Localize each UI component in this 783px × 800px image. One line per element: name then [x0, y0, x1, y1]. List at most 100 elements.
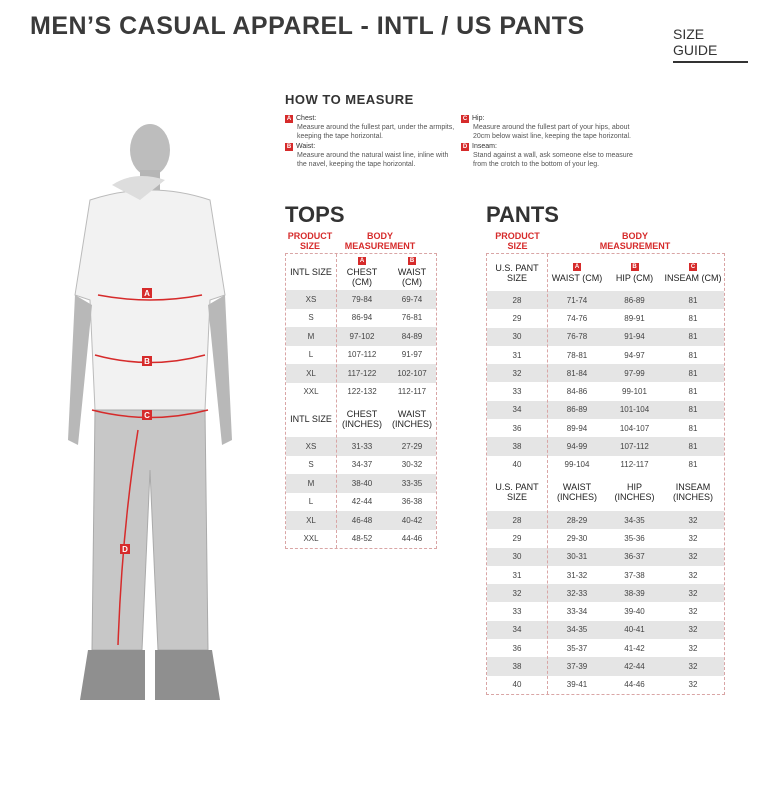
table-cell: M [307, 331, 315, 341]
table-cell: 36-38 [401, 497, 423, 507]
measure-label: Chest: [296, 115, 317, 122]
table-row: 36 89-94 104-107 81 [487, 419, 724, 437]
column-header: A WAIST (CM) [547, 262, 607, 283]
table-cell: 99-104 [564, 460, 590, 470]
table-cell: 81 [688, 313, 698, 323]
column-header: CHEST (INCHES) [336, 409, 388, 429]
table-row: 28 71-74 86-89 81 [487, 291, 724, 310]
marker-badge: A [285, 115, 293, 123]
table-cell: 36 [512, 423, 522, 433]
table-cell: 29 [512, 533, 522, 543]
table-row: XXL 122-132 112-117 [286, 383, 436, 402]
table-cell: 117-122 [347, 368, 377, 378]
table-row: XXL 48-52 44-46 [286, 530, 436, 549]
header-label: WAIST (INCHES) [557, 482, 597, 503]
table-row: 28 28-29 34-35 32 [487, 510, 724, 530]
table-cell: 33-35 [401, 478, 423, 488]
pants-heading: PANTS [486, 202, 559, 227]
table-cell: 39-41 [566, 680, 588, 690]
marker-badge: B [285, 143, 293, 151]
table-header-row: INTL SIZE A CHEST (CM) B WAIST (CM) [286, 254, 436, 290]
table-cell: 104-107 [619, 423, 650, 433]
table-cell: 38-39 [624, 588, 645, 598]
table-cell: 122-132 [347, 387, 377, 397]
table-cell: 32 [688, 625, 698, 635]
table-cell: 81 [688, 460, 698, 470]
table-cell: 32 [688, 533, 698, 543]
table-cell: 112-117 [620, 460, 649, 470]
table-cell: 32 [688, 570, 698, 580]
header-label: INTL SIZE [290, 267, 332, 277]
table-cell: 91-97 [401, 350, 423, 360]
tops-body-measurement: BODY MEASUREMENT [344, 231, 416, 251]
table-cell: 44-46 [624, 680, 645, 690]
table-cell: 32-33 [566, 588, 588, 598]
header-label: CHEST (INCHES) [342, 409, 382, 429]
column-divider [336, 254, 337, 548]
table-cell: 81-84 [566, 368, 588, 378]
header-label: INSEAM (INCHES) [673, 482, 713, 503]
table-row: S 34-37 30-32 [286, 456, 436, 475]
marker-d: D [122, 545, 128, 554]
table-cell: 34-37 [351, 460, 373, 470]
table-cell: 28 [512, 295, 522, 305]
table-cell: 40 [512, 460, 522, 470]
marker-badge: B [630, 262, 639, 271]
measure-item-a: A Chest: Measure around the fullest part, … [285, 114, 457, 141]
table-cell: 44-46 [401, 534, 423, 544]
table-cell: 86-89 [566, 405, 588, 415]
table-cell: 81 [688, 387, 698, 397]
header-label: WAIST (CM) [551, 272, 603, 283]
table-cell: 97-99 [624, 368, 645, 378]
table-cell: 81 [688, 442, 698, 452]
table-cell: 31 [512, 570, 522, 580]
table-cell: 97-102 [349, 331, 375, 341]
size-guide-label: SIZE GUIDE [673, 26, 748, 63]
table-cell: S [308, 460, 314, 470]
table-cell: 29-30 [566, 533, 588, 543]
how-to-measure-heading: HOW TO MEASURE [285, 92, 414, 107]
table-row: M 38-40 33-35 [286, 474, 436, 493]
measure-label: Hip: [472, 115, 485, 122]
table-header-row: U.S. PANT SIZE A WAIST (CM) B HIP (CM) C INSEA… [487, 254, 724, 291]
table-row: 32 32-33 38-39 32 [487, 584, 724, 603]
table-cell: 107-112 [347, 350, 377, 360]
pants-table: U.S. PANT SIZE A WAIST (CM) B HIP (CM) C INSEA… [486, 253, 725, 695]
table-cell: 102-107 [397, 368, 427, 378]
page-title: MEN’S CASUAL APPAREL - INTL / US PANTS [30, 12, 585, 40]
table-cell: 37-39 [566, 661, 588, 671]
table-cell: 79-84 [351, 294, 373, 304]
table-cell: M [307, 478, 315, 488]
header-label: CHEST (CM) [346, 267, 378, 287]
table-cell: 40-41 [624, 625, 645, 635]
table-cell: 94-99 [566, 442, 588, 452]
marker-a: A [144, 289, 150, 298]
pants-body-measurement: BODY MEASUREMENT [599, 231, 671, 251]
table-cell: 31-32 [566, 570, 588, 580]
table-row: 40 39-41 44-46 32 [487, 676, 724, 694]
table-cell: 38-40 [351, 478, 373, 488]
table-cell: 36-37 [624, 552, 645, 562]
measure-column-right: C Hip: Measure around the fullest part of … [461, 114, 646, 169]
table-cell: 30 [512, 332, 522, 342]
table-cell: 86-89 [624, 295, 645, 305]
table-cell: 84-86 [566, 387, 588, 397]
table-cell: 32 [688, 588, 698, 598]
marker-b: B [144, 357, 150, 366]
marker-c: C [144, 411, 150, 420]
table-cell: 89-91 [624, 313, 645, 323]
table-cell: 34-35 [566, 625, 588, 635]
table-cell: 107-112 [620, 442, 649, 452]
table-cell: 74-76 [566, 313, 588, 323]
table-cell: S [308, 313, 314, 323]
marker-badge: A [358, 257, 366, 265]
table-cell: 32 [688, 607, 698, 617]
table-cell: 41-42 [624, 643, 645, 653]
table-cell: 40 [512, 680, 522, 690]
table-cell: XS [305, 294, 317, 304]
table-cell: 99-101 [622, 387, 647, 397]
table-cell: XL [306, 515, 316, 525]
table-row: 29 29-30 35-36 32 [487, 529, 724, 547]
marker-badge: B [408, 257, 416, 265]
table-cell: 33 [512, 387, 522, 397]
